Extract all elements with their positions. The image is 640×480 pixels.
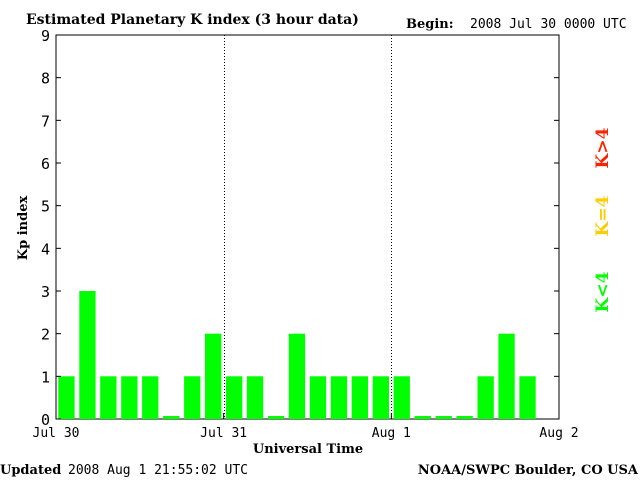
kp-bar	[435, 416, 452, 419]
chart-title: Estimated Planetary K index (3 hour data…	[26, 12, 359, 28]
legend-mid-label: K=4	[593, 195, 613, 236]
y-tick-label: 0	[41, 411, 50, 429]
y-tick-label: 1	[41, 368, 50, 386]
y-axis-label: Kp index	[16, 196, 31, 261]
begin-label: Begin:	[406, 17, 454, 32]
y-tick-label: 8	[41, 70, 50, 88]
kp-bar	[330, 376, 348, 419]
kp-bar	[205, 333, 222, 419]
kp-bar	[288, 333, 306, 419]
source-credit: NOAA/SWPC Boulder, CO USA	[418, 463, 639, 478]
kp-bar	[519, 376, 536, 419]
kp-bar	[184, 376, 201, 419]
kp-bar	[226, 376, 243, 419]
legend-high-label: K>4	[593, 127, 613, 168]
kp-bar	[58, 376, 75, 419]
legend-low-label: K<4	[593, 271, 613, 312]
kp-bar	[246, 376, 264, 419]
y-axis-ticks: 0 1 2 3 4 5 6 7 8 9	[41, 27, 559, 429]
x-axis-ticks: Jul 30 Jul 31 Aug 1 Aug 2	[33, 413, 579, 441]
kp-bar	[477, 376, 494, 419]
kp-bar	[79, 291, 96, 419]
updated-label: Updated	[0, 463, 61, 478]
kp-bar	[142, 376, 159, 419]
kp-bar	[351, 376, 368, 419]
y-tick-label: 7	[41, 112, 50, 130]
kp-bar	[414, 416, 431, 419]
bar-series	[58, 291, 536, 419]
x-tick-label: Jul 31	[200, 426, 247, 441]
y-tick-label: 4	[41, 240, 50, 258]
updated-value: 2008 Aug 1 21:55:02 UTC	[68, 463, 248, 478]
y-tick-label: 6	[41, 155, 50, 173]
x-axis-label: Universal Time	[253, 442, 363, 457]
x-tick-label: Aug 2	[539, 426, 578, 441]
kp-bar	[498, 333, 515, 419]
plot-frame	[55, 34, 560, 420]
x-tick-label: Jul 30	[33, 426, 80, 441]
day-dividers	[224, 35, 392, 419]
kp-bar	[456, 416, 473, 419]
begin-value: 2008 Jul 30 0000 UTC	[470, 17, 627, 32]
kp-bar	[372, 376, 389, 419]
kp-bar	[121, 376, 138, 419]
kp-bar	[393, 376, 410, 419]
y-tick-label: 9	[41, 27, 50, 45]
y-tick-label: 2	[41, 326, 50, 344]
kp-bar	[100, 376, 117, 419]
y-tick-label: 3	[41, 283, 50, 301]
kp-bar	[309, 376, 327, 419]
y-tick-label: 5	[41, 198, 50, 216]
kp-bar	[267, 416, 285, 419]
kp-bar	[163, 416, 180, 419]
x-tick-label: Aug 1	[372, 426, 411, 441]
